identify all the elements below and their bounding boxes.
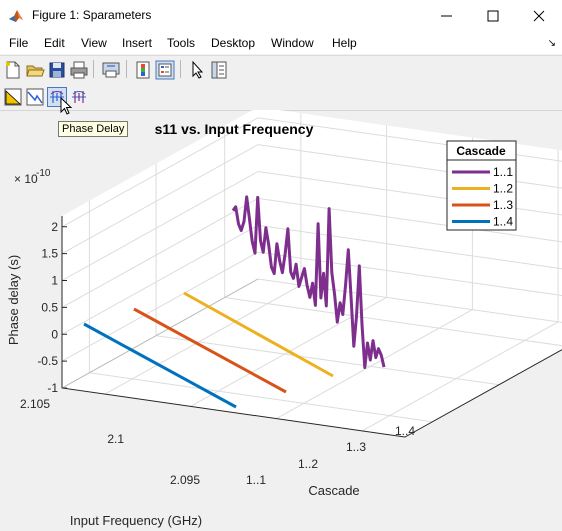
x-tick-label: 1..4 [395,424,415,438]
series-layer [83,195,386,409]
magnitude-icon[interactable] [3,87,23,107]
close-icon [533,10,545,22]
close-button[interactable] [516,0,562,32]
new-figure-icon[interactable] [3,60,23,80]
group-delay-icon[interactable] [69,87,89,107]
x-tick-label: 1..3 [346,440,366,454]
z-grid-line [61,224,562,335]
floor-back-edge [61,278,259,389]
x-tick-label: 1..2 [298,457,318,471]
menu-file[interactable]: File [9,36,29,50]
series-line-1-4 [83,322,237,409]
menu-insert[interactable]: Insert [122,36,153,50]
menu-window[interactable]: Window [271,36,314,50]
exponent-label: × 10 -10 [14,168,51,186]
legend-icon[interactable] [155,60,175,80]
x-grid-line [361,149,559,432]
exponent-base: × 10 [14,172,38,186]
axis-edges [61,216,562,438]
rf-plot-toolbar [0,84,562,111]
z-tick-label: 2 [51,220,58,234]
open-file-icon[interactable] [25,60,45,80]
tooltip: Phase Delay [58,121,129,137]
menu-edit[interactable]: Edit [44,36,65,50]
legend-entry-label: 1..3 [493,198,513,212]
title-bar: Figure 1: Sparameters [0,0,562,32]
menu-view[interactable]: View [81,36,107,50]
y-tick-labels: 2.105 2.1 2.095 [20,397,200,487]
z-axis-label: Phase delay (s) [6,255,21,345]
plot-area[interactable]: s11 vs. Input Frequency × 10 -10 -1 -0.5 0… [0,110,562,531]
window-title: Figure 1: Sparameters [32,8,152,22]
matlab-icon [9,10,23,22]
toolbar-separator [180,60,181,78]
figure-toolbar [0,55,562,85]
z-tick-labels: -1 -0.5 0 0.5 1 1.5 2 [37,220,67,395]
menu-bar: File Edit View Insert Tools Desktop Wind… [0,32,562,54]
series-line-1-2 [183,291,334,378]
save-icon[interactable] [47,60,67,80]
side-wall [62,110,258,388]
legend-entry-label: 1..4 [493,215,513,229]
print-preview-icon[interactable] [101,60,121,80]
z-grid-line [61,251,562,362]
menu-help[interactable]: Help [332,36,357,50]
z-tick-label: -0.5 [37,354,58,368]
legend-title: Cascade [456,144,506,158]
z-tick-label: -1 [47,381,58,395]
pointer-icon[interactable] [187,60,207,80]
colorbar-icon[interactable] [133,60,153,80]
menu-desktop[interactable]: Desktop [211,36,256,50]
x-axis-label: Cascade [308,483,359,498]
legend-box [446,140,517,231]
x-tick-labels: 1..1 1..2 1..3 1..4 [246,424,415,487]
maximize-button[interactable] [470,0,516,32]
z-tick-label: 0 [51,327,58,341]
y-tick-label: 2.105 [20,397,50,411]
z-tick-label: 1.5 [41,247,58,261]
x-grid-line [190,125,388,407]
minimize-button[interactable] [424,0,470,32]
z-tick-label: 0.5 [41,300,58,314]
dock-arrow-icon[interactable]: ↘ [547,38,556,49]
x-grid-line [104,113,302,395]
mouse-cursor-icon [60,97,73,115]
z-tick-label: 1 [51,274,58,288]
y-tick-label: 2.095 [170,473,200,487]
legend-entries: 1..1 1..2 1..3 1..4 [452,165,513,229]
series-line-1-1 [231,195,386,369]
y-axis-label: Input Frequency (GHz) [70,513,202,528]
minimize-icon [441,15,452,17]
legend-entry-label: 1..2 [493,182,513,196]
print-icon[interactable] [69,60,89,80]
series-line-1-3 [133,307,287,394]
property-editor-icon[interactable] [209,60,229,80]
legend[interactable]: Cascade 1..1 1..2 1..3 1..4 [446,140,517,231]
legend-entry-label: 1..1 [493,165,513,179]
y-tick-label: 2.1 [107,432,124,446]
x-tick-label: 1..1 [246,473,266,487]
maximize-icon [487,10,499,22]
toolbar-separator [126,60,127,78]
phase-icon[interactable] [25,87,45,107]
toolbar-separator [93,60,94,78]
chart-title: s11 vs. Input Frequency [155,121,314,137]
exponent-power: -10 [36,168,51,179]
menu-tools[interactable]: Tools [167,36,196,50]
